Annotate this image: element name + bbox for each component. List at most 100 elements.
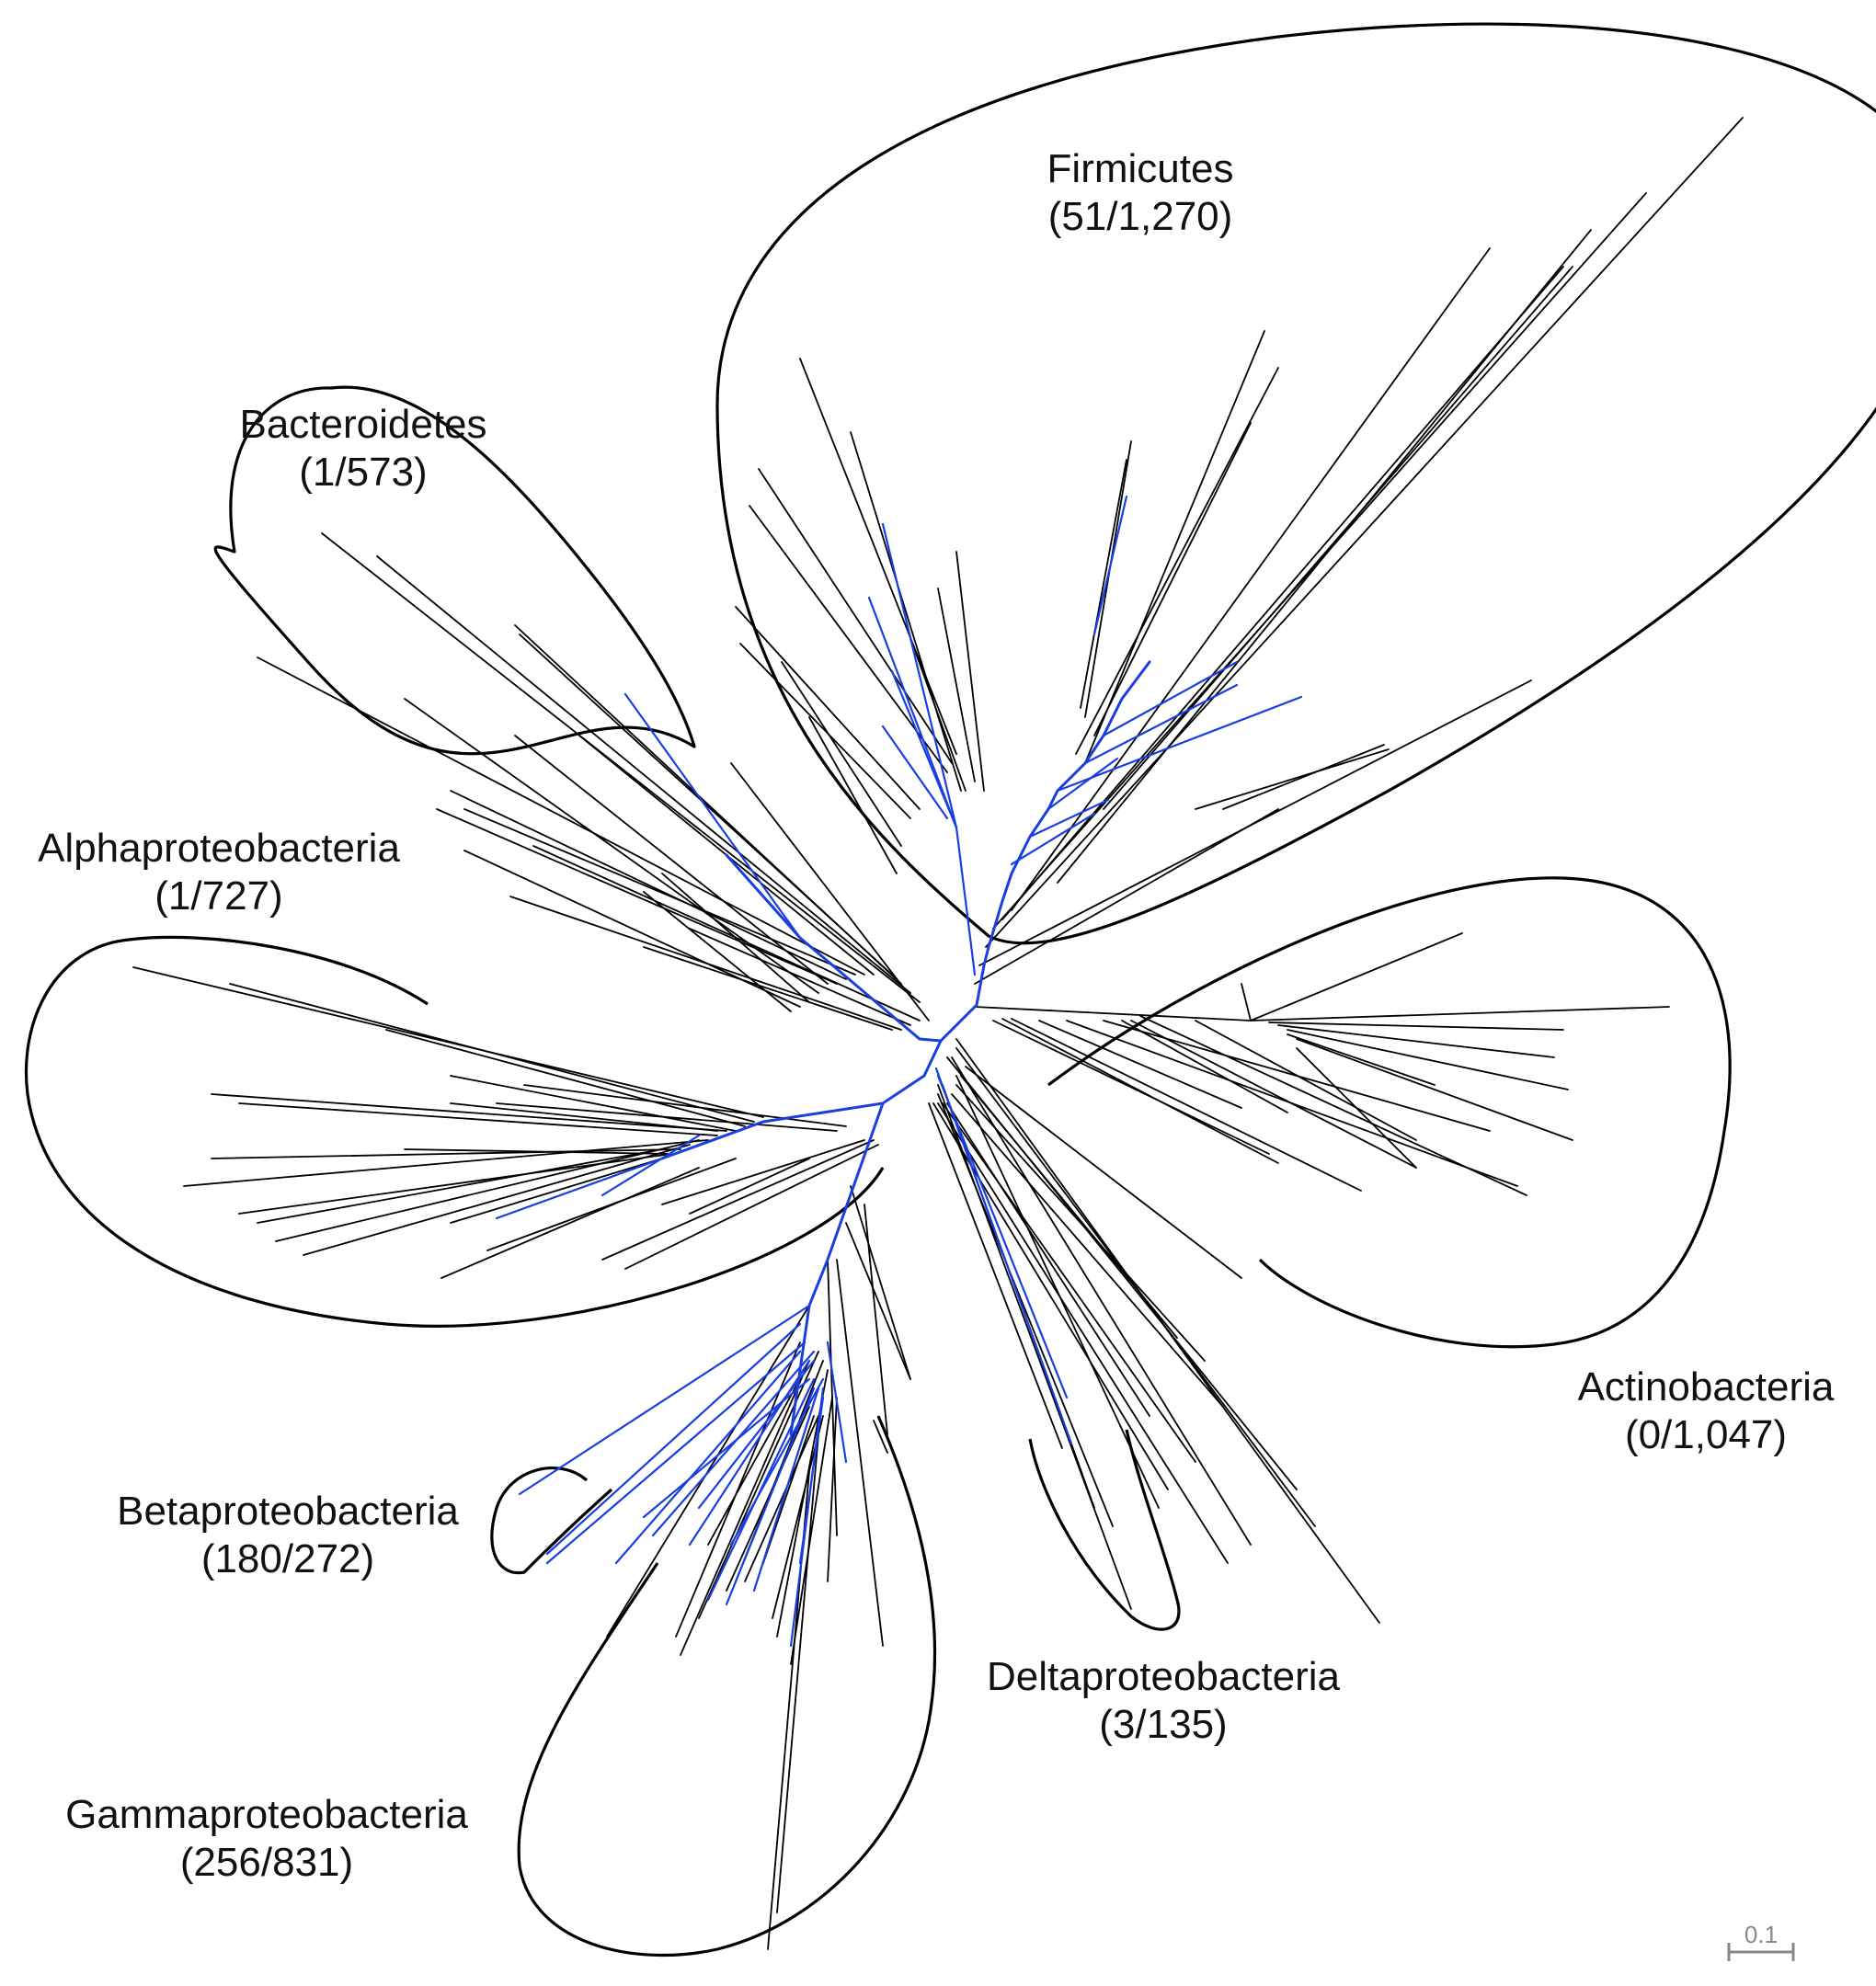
branch <box>758 468 953 764</box>
branch <box>1287 1029 1569 1090</box>
branch <box>960 1075 1178 1339</box>
branch <box>1296 1038 1573 1141</box>
branch <box>1093 422 1252 736</box>
branch <box>689 928 911 1026</box>
branch <box>661 1139 865 1205</box>
branch <box>229 983 755 1123</box>
branch <box>523 1084 847 1127</box>
branch <box>321 532 921 1003</box>
branch <box>826 1341 848 1464</box>
branch <box>881 522 958 829</box>
branch <box>697 1359 816 1510</box>
branch <box>707 1378 801 1546</box>
branch <box>376 555 911 994</box>
branch <box>726 1406 810 1592</box>
branch <box>749 505 948 773</box>
scale-bar-label: 0.1 <box>1744 1921 1778 1948</box>
branch <box>776 1433 819 1913</box>
betaproteobacteria-outline <box>490 1467 613 1575</box>
branch <box>905 624 967 792</box>
branch <box>937 588 976 782</box>
branch <box>1103 266 1573 810</box>
branch <box>937 1084 1132 1610</box>
black-branches <box>132 117 1744 1950</box>
branch <box>827 1397 838 1582</box>
branch <box>1092 495 1128 636</box>
firmicutes-outline <box>715 22 1876 945</box>
branch <box>238 1102 718 1136</box>
clade-count-deltaproteobacteria: (3/135) <box>1099 1702 1227 1747</box>
branch <box>781 661 902 847</box>
branch <box>850 431 962 792</box>
branch <box>257 656 865 976</box>
branch <box>937 1093 1114 1527</box>
branch <box>404 698 819 994</box>
branch <box>1250 932 1463 1022</box>
branch <box>450 1075 737 1132</box>
branch <box>545 1322 802 1556</box>
branch <box>955 551 985 792</box>
branch <box>1103 1020 1491 1132</box>
branch <box>850 1185 911 1380</box>
branch <box>936 1074 1069 1399</box>
branch <box>992 1020 1270 1155</box>
clade-name-alphaproteobacteria: Alphaproteobacteria <box>38 826 400 871</box>
branch <box>864 1204 888 1435</box>
clade-count-betaproteobacteria: (180/272) <box>201 1536 374 1581</box>
branch <box>937 1102 1229 1564</box>
branch <box>946 1102 1150 1417</box>
branch <box>651 1350 816 1537</box>
branch <box>1250 1006 1670 1022</box>
branch <box>643 891 792 1012</box>
clade-name-gammaproteobacteria: Gammaproteobacteria <box>65 1792 468 1837</box>
scale-bar: 0.1 <box>1727 1921 1795 1961</box>
branch <box>725 1387 816 1606</box>
branch <box>623 692 802 940</box>
branch <box>955 1075 1160 1509</box>
highlighted-branches <box>495 495 1303 1648</box>
branch <box>836 1259 884 1647</box>
branch <box>1028 798 1110 839</box>
branch <box>519 633 893 976</box>
branch <box>808 716 898 874</box>
branch <box>496 1102 838 1132</box>
branch <box>1241 983 1252 1022</box>
branch <box>1080 459 1127 709</box>
branch <box>744 1415 819 1582</box>
branch <box>614 1350 802 1565</box>
branch <box>404 1148 672 1155</box>
branch <box>1056 695 1303 793</box>
branch <box>752 1387 820 1592</box>
branch <box>1010 812 1096 866</box>
branch <box>1083 683 1239 765</box>
clade-count-firmicutes: (51/1,270) <box>1048 194 1233 239</box>
branch <box>1195 748 1390 810</box>
branch <box>955 1084 1206 1362</box>
branch <box>1130 1020 1417 1169</box>
branch <box>725 853 943 1043</box>
branch <box>739 643 911 819</box>
branch <box>1287 1033 1436 1086</box>
branch <box>1121 1020 1288 1113</box>
branch <box>881 725 949 820</box>
branch <box>939 660 1151 1043</box>
branch <box>951 1093 1224 1408</box>
branch <box>974 808 1279 985</box>
branch <box>450 1102 718 1132</box>
branch <box>689 1158 810 1215</box>
branch <box>1195 1020 1417 1141</box>
branch <box>798 1396 825 1565</box>
clade-outlines <box>24 22 1876 1957</box>
clade-count-alphaproteobacteria: (1/727) <box>154 873 282 919</box>
branch <box>518 1304 811 1496</box>
clade-labels: Firmicutes (51/1,270) Bacteroidetes (1/5… <box>38 146 1835 1885</box>
clade-name-bacteroidetes: Bacteroidetes <box>239 402 486 447</box>
branch <box>257 1148 663 1224</box>
branch <box>440 1167 700 1279</box>
gammaproteobacteria-outline <box>517 1415 937 1957</box>
branch <box>730 762 930 1022</box>
branch <box>486 1158 737 1251</box>
branch <box>211 1093 727 1132</box>
branch <box>436 808 838 985</box>
